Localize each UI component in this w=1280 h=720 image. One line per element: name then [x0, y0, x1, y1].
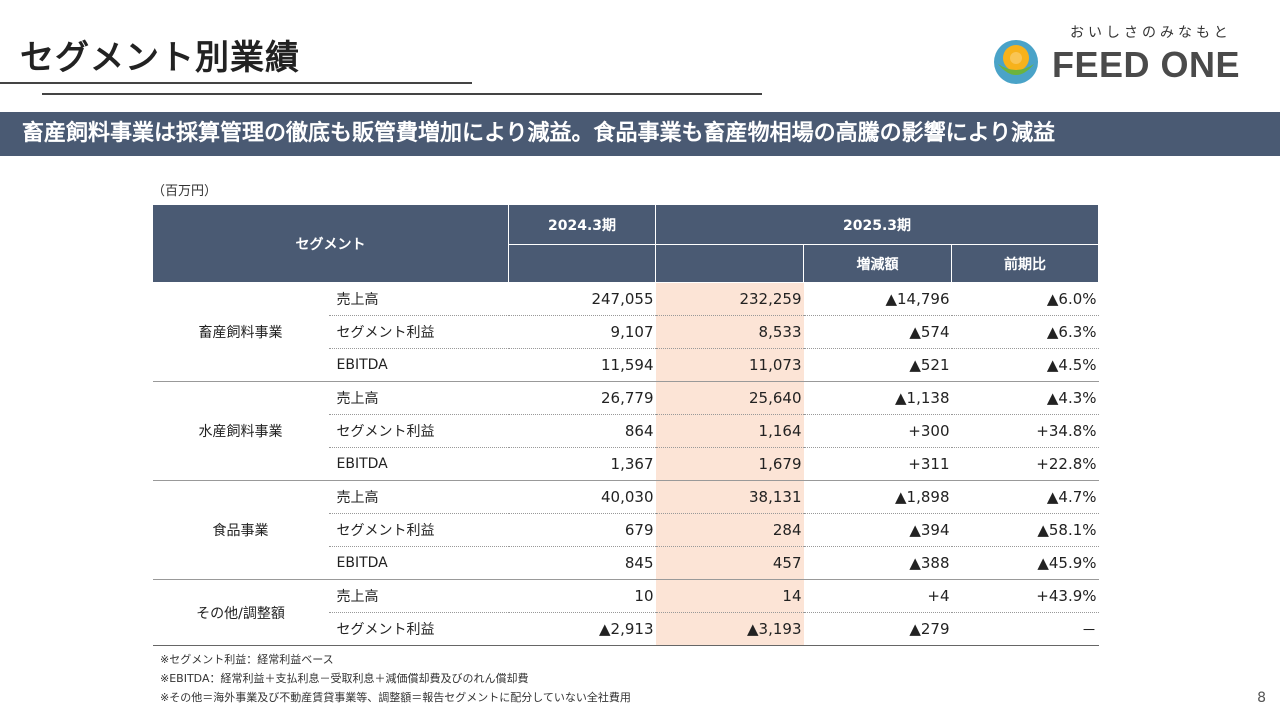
logo-mark-icon — [994, 40, 1038, 84]
title-underline — [0, 82, 472, 84]
value-fy2025: 457 — [655, 546, 804, 580]
value-fy2025: 8,533 — [655, 315, 804, 349]
value-fy2025: 25,640 — [655, 381, 804, 415]
value-fy2025: 11,073 — [655, 348, 804, 382]
table-row: 食品事業 売上高 40,030 38,131 ▲1,898 ▲4.7% — [152, 480, 1099, 580]
value-change: +300 — [803, 414, 952, 448]
value-ratio: +34.8% — [951, 414, 1099, 448]
value-fy2024: ▲2,913 — [508, 612, 656, 646]
value-fy2025: 232,259 — [655, 282, 804, 316]
logo-name: FEED ONE — [1052, 44, 1241, 85]
value-fy2024: 247,055 — [508, 282, 656, 316]
header-ratio: 前期比 — [950, 244, 1100, 283]
value-fy2024: 10 — [508, 579, 656, 613]
value-ratio: ▲6.3% — [951, 315, 1099, 349]
header-fy2024-blank — [508, 244, 656, 283]
value-change: ▲279 — [803, 612, 952, 646]
footnote: ※EBITDA：経常利益＋支払利息－受取利息＋減価償却費及びのれん償却費 — [160, 672, 529, 685]
value-change: ▲574 — [803, 315, 952, 349]
table-row: セグメント利益 679 284 ▲394 ▲58.1% — [153, 513, 1099, 547]
value-change: +4 — [803, 579, 952, 613]
item-label: 売上高 — [328, 480, 509, 514]
title-underline-secondary — [42, 93, 762, 95]
table-row: セグメント利益 9,107 8,533 ▲574 ▲6.3% — [153, 315, 1099, 349]
value-fy2024: 40,030 — [508, 480, 656, 514]
company-logo: おいしさのみなもと FEED ONE — [992, 22, 1262, 92]
item-label: セグメント利益 — [328, 414, 509, 448]
value-ratio: +22.8% — [951, 447, 1099, 481]
value-fy2025: 38,131 — [655, 480, 804, 514]
item-label: 売上高 — [328, 381, 509, 415]
table-row: EBITDA 11,594 11,073 ▲521 ▲4.5% — [153, 348, 1099, 382]
item-label: セグメント利益 — [328, 612, 509, 646]
header-fy2025: 2025.3期 — [654, 204, 1100, 245]
value-ratio: ▲4.3% — [951, 381, 1099, 415]
value-change: ▲1,138 — [803, 381, 952, 415]
table-row: 畜産飼料事業 売上高 247,055 232,259 ▲14,796 ▲6.0% — [152, 282, 1099, 382]
value-fy2024: 864 — [508, 414, 656, 448]
value-ratio: ▲6.0% — [951, 282, 1099, 316]
footnote: ※その他＝海外事業及び不動産賃貸事業等、調整額＝報告セグメントに配分していない全… — [160, 691, 631, 704]
segment-name: 畜産飼料事業 — [152, 282, 329, 382]
value-fy2024: 9,107 — [508, 315, 656, 349]
value-change: ▲394 — [803, 513, 952, 547]
segment-name: 食品事業 — [152, 480, 329, 580]
value-ratio: － — [951, 612, 1099, 646]
value-fy2024: 1,367 — [508, 447, 656, 481]
table-row: EBITDA 1,367 1,679 +311 +22.8% — [153, 447, 1099, 481]
item-label: 売上高 — [328, 282, 509, 316]
item-label: EBITDA — [328, 546, 509, 580]
item-label: セグメント利益 — [328, 315, 509, 349]
value-change: ▲521 — [803, 348, 952, 382]
value-change: +311 — [803, 447, 952, 481]
summary-banner: 畜産飼料事業は採算管理の徹底も販管費増加により減益。食品事業も畜産物相場の高騰の… — [0, 112, 1280, 156]
value-fy2024: 11,594 — [508, 348, 656, 382]
value-fy2025: 1,679 — [655, 447, 804, 481]
item-label: EBITDA — [328, 348, 509, 382]
value-change: ▲388 — [803, 546, 952, 580]
value-ratio: +43.9% — [951, 579, 1099, 613]
unit-label: （百万円） — [152, 184, 218, 199]
segment-name: 水産飼料事業 — [152, 381, 329, 481]
value-fy2025: 14 — [655, 579, 804, 613]
value-fy2024: 26,779 — [508, 381, 656, 415]
value-fy2025: ▲3,193 — [655, 612, 804, 646]
header-change: 増減額 — [803, 244, 952, 283]
value-ratio: ▲4.5% — [951, 348, 1099, 382]
item-label: EBITDA — [328, 447, 509, 481]
item-label: セグメント利益 — [328, 513, 509, 547]
value-ratio: ▲4.7% — [951, 480, 1099, 514]
table-row: 水産飼料事業 売上高 26,779 25,640 ▲1,138 ▲4.3% — [152, 381, 1099, 481]
table-row: EBITDA 845 457 ▲388 ▲45.9% — [153, 546, 1099, 580]
table-row: その他/調整額 売上高 10 14 +4 +43.9% — [152, 579, 1099, 646]
header-segment: セグメント — [152, 204, 509, 283]
page-title: セグメント別業績 — [20, 38, 300, 78]
item-label: 売上高 — [328, 579, 509, 613]
segment-results-table: セグメント 2024.3期 2025.3期 増減額 前期比 畜産飼料事業 売上高… — [152, 204, 1100, 646]
value-change: ▲14,796 — [803, 282, 952, 316]
value-fy2024: 845 — [508, 546, 656, 580]
value-ratio: ▲58.1% — [951, 513, 1099, 547]
header-fy2025-blank — [655, 244, 804, 283]
footnotes: ※セグメント利益：経常利益ベース ※EBITDA：経常利益＋支払利息－受取利息＋… — [160, 650, 631, 707]
value-ratio: ▲45.9% — [951, 546, 1099, 580]
logo-tagline: おいしさのみなもと — [1070, 25, 1232, 41]
table-row: セグメント利益 864 1,164 +300 +34.8% — [153, 414, 1099, 448]
table-row: セグメント利益 ▲2,913 ▲3,193 ▲279 － — [153, 612, 1099, 646]
footnote: ※セグメント利益：経常利益ベース — [160, 653, 334, 666]
segment-name: その他/調整額 — [152, 579, 329, 646]
value-fy2025: 284 — [655, 513, 804, 547]
value-fy2024: 679 — [508, 513, 656, 547]
value-fy2025: 1,164 — [655, 414, 804, 448]
header-fy2024: 2024.3期 — [508, 204, 656, 245]
page-number: 8 — [1257, 690, 1266, 706]
value-change: ▲1,898 — [803, 480, 952, 514]
